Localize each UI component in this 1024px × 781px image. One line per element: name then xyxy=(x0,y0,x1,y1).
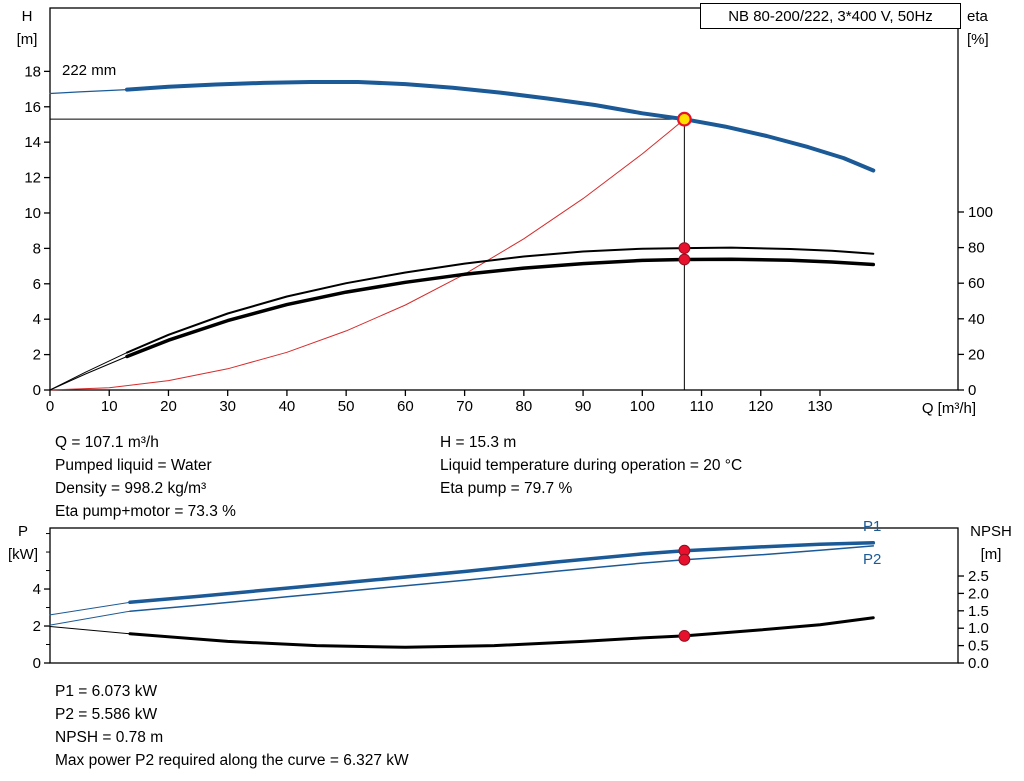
npsh-axis-unit: [m] xyxy=(980,546,1002,563)
y-right-tick-label: 20 xyxy=(968,346,985,363)
info-eta-pump-motor: Eta pump+motor = 73.3 % xyxy=(55,503,236,520)
q-axis-title: Q [m³/h] xyxy=(878,397,976,420)
qh-eta-chart-frame xyxy=(49,7,959,391)
npsh-curve xyxy=(128,616,875,649)
duty-point[interactable] xyxy=(677,111,692,127)
info-liquid-temperature: Liquid temperature during operation = 20… xyxy=(440,457,743,474)
x-tick-label: 20 xyxy=(160,398,177,415)
info-eta-pump: Eta pump = 79.7 % xyxy=(440,480,573,497)
y-right-tick-label: 100 xyxy=(968,204,993,221)
p2-curve xyxy=(129,545,875,612)
p-axis-unit: [kW] xyxy=(8,546,38,563)
y-right-tick-label: 2.5 xyxy=(968,568,989,585)
x-tick-label: 70 xyxy=(456,398,473,415)
head-curve-222mm xyxy=(125,80,876,173)
system-curve xyxy=(49,118,685,391)
x-tick-label: 30 xyxy=(219,398,236,415)
y-right-tick-label: 0.0 xyxy=(968,655,989,672)
x-tick-label: 0 xyxy=(46,398,54,415)
y-right-tick-label: 40 xyxy=(968,311,985,328)
y-left-tick-label: 2 xyxy=(33,347,41,364)
y-left-tick-label: 14 xyxy=(24,134,41,151)
eta-pump-motor-lead xyxy=(49,356,128,391)
pump-title: NB 80-200/222, 3*400 V, 50Hz xyxy=(728,7,933,25)
info-flow: Q = 107.1 m³/h xyxy=(55,434,159,451)
y-right-tick-label: 0.5 xyxy=(968,638,989,655)
eta-pump-lead xyxy=(49,352,128,391)
y-left-tick-label: 16 xyxy=(24,99,41,116)
y-right-tick-label: 2.0 xyxy=(968,585,989,602)
y-left-tick-label: 12 xyxy=(24,170,41,187)
y-left-tick-label: 4 xyxy=(33,311,41,328)
x-tick-label: 80 xyxy=(515,398,532,415)
x-tick-label: 10 xyxy=(101,398,118,415)
y-left-tick-label: 18 xyxy=(24,63,41,80)
eta-axis-title: eta [%] xyxy=(967,5,1019,51)
x-tick-label: 130 xyxy=(807,398,832,415)
y-left-tick-label: 0 xyxy=(33,382,41,399)
x-tick-label: 120 xyxy=(748,398,773,415)
p1-curve xyxy=(128,541,876,605)
info-max-power: Max power P2 required along the curve = … xyxy=(55,752,409,769)
duty-info-right-column: H = 15.3 m Liquid temperature during ope… xyxy=(440,431,742,500)
y-right-tick-label: 60 xyxy=(968,275,985,292)
x-tick-label: 90 xyxy=(575,398,592,415)
x-tick-label: 110 xyxy=(690,398,714,415)
x-tick-label: 50 xyxy=(338,398,355,415)
p2-curve-label: P2 xyxy=(863,551,881,568)
p2-lead xyxy=(49,610,131,626)
info-npsh: NPSH = 0.78 m xyxy=(55,729,164,746)
y-left-tick-label: 0 xyxy=(33,655,41,672)
power-npsh-chart-frame xyxy=(49,527,959,664)
impeller-diameter-label: 222 mm xyxy=(62,62,117,79)
h-axis-unit: [m] xyxy=(16,31,38,48)
x-tick-label: 40 xyxy=(279,398,296,415)
npsh-lead xyxy=(49,626,131,635)
eta-pump-motor-duty-dot xyxy=(678,253,691,266)
npsh-axis-symbol: NPSH xyxy=(970,523,1012,540)
info-p1: P1 = 6.073 kW xyxy=(55,683,158,700)
y-right-tick-label: 0 xyxy=(968,382,976,399)
eta-pump-duty-dot xyxy=(678,242,691,255)
y-left-tick-label: 4 xyxy=(33,581,41,598)
y-left-tick-label: 8 xyxy=(33,240,41,257)
info-density: Density = 998.2 kg/m³ xyxy=(55,480,207,497)
pump-title-box: NB 80-200/222, 3*400 V, 50Hz xyxy=(700,3,961,29)
h-axis-symbol: H xyxy=(21,8,33,25)
npsh-axis-title: NPSH [m] xyxy=(962,520,1020,566)
eta-axis-unit: [%] xyxy=(967,31,989,48)
y-left-tick-label: 2 xyxy=(33,618,41,635)
q-axis-label: Q [m³/h] xyxy=(921,400,976,417)
h-axis-title: H [m] xyxy=(6,5,48,51)
y-right-tick-label: 80 xyxy=(968,240,985,257)
info-p2: P2 = 5.586 kW xyxy=(55,706,158,723)
y-left-tick-label: 6 xyxy=(33,276,41,293)
eta-axis-symbol: eta xyxy=(967,8,988,25)
head-curve-lead xyxy=(49,88,128,95)
p-axis-title: P [kW] xyxy=(2,520,44,566)
y-right-tick-label: 1.0 xyxy=(968,620,989,637)
eta-pump-curve xyxy=(126,246,875,354)
p-axis-symbol: P xyxy=(17,523,28,540)
npsh-duty-dot xyxy=(678,630,691,642)
p1-lead xyxy=(49,601,131,616)
duty-info-left-column: Q = 107.1 m³/h Pumped liquid = Water Den… xyxy=(55,431,236,523)
y-right-tick-label: 1.5 xyxy=(968,603,989,620)
power-info-block: P1 = 6.073 kW P2 = 5.586 kW NPSH = 0.78 … xyxy=(55,680,409,772)
x-tick-label: 60 xyxy=(397,398,414,415)
p2-duty-dot xyxy=(678,553,691,566)
y-left-tick-label: 10 xyxy=(24,205,41,222)
x-tick-label: 100 xyxy=(630,398,655,415)
info-pumped-liquid: Pumped liquid = Water xyxy=(55,457,212,474)
p1-curve-label: P1 xyxy=(863,518,881,535)
info-head: H = 15.3 m xyxy=(440,434,517,451)
eta-pump-motor-curve xyxy=(125,257,876,359)
